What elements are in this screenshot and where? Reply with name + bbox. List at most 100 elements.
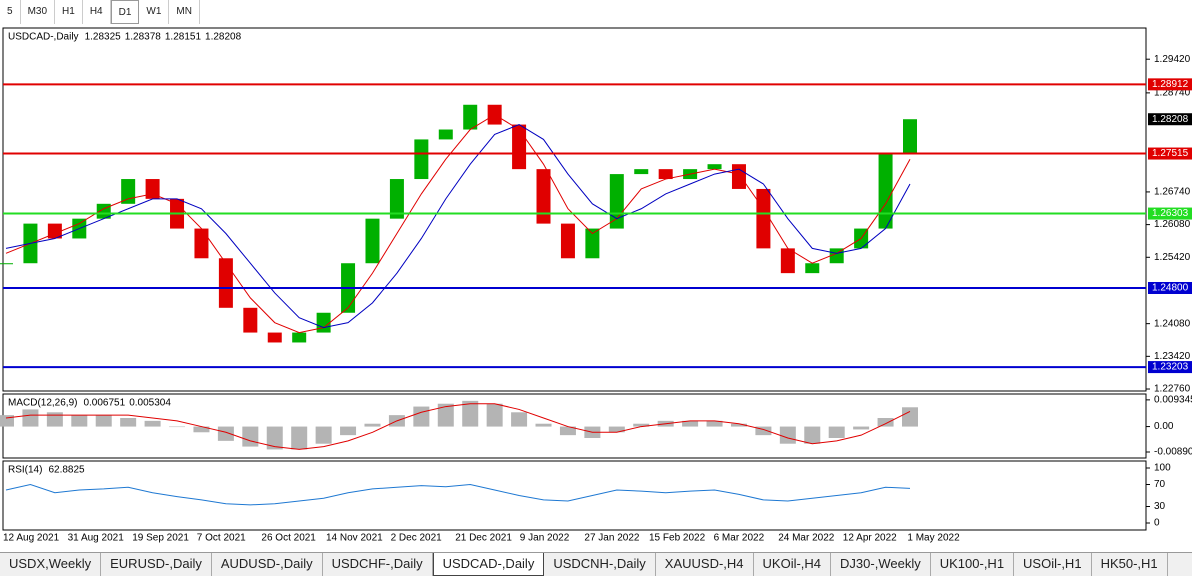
- y-tick-label: 0: [1154, 518, 1160, 529]
- x-tick-label: 24 Mar 2022: [778, 533, 835, 544]
- timeframe-bar: 5 M30 H1 H4 D1 W1 MN: [0, 0, 200, 24]
- histogram-bar: [706, 420, 723, 427]
- x-tick-label: 21 Dec 2021: [455, 533, 512, 544]
- y-tick-label: 1.23420: [1154, 351, 1191, 362]
- candle: [414, 139, 429, 180]
- histogram-bar: [877, 418, 894, 427]
- timeframe-button[interactable]: MN: [169, 0, 200, 24]
- indicator-line: [5, 403, 911, 450]
- timeframe-button[interactable]: D1: [110, 0, 140, 24]
- candle: [512, 124, 527, 170]
- y-tick-label: 1.22760: [1154, 384, 1191, 395]
- chart-tab[interactable]: DJ30-,Weekly: [831, 553, 931, 576]
- header-value: 0.005304: [129, 398, 171, 409]
- candle: [658, 169, 673, 180]
- x-tick-label: 19 Sep 2021: [132, 533, 189, 544]
- candle: [731, 164, 746, 189]
- candle: [194, 228, 209, 259]
- candle: [365, 218, 380, 264]
- header-value: 1.28208: [205, 32, 242, 43]
- macd-pane: [2, 393, 1147, 459]
- chart-tab[interactable]: USDX,Weekly: [0, 553, 102, 576]
- histogram-bar: [22, 409, 39, 427]
- pane-header: RSI(14): [8, 465, 42, 476]
- x-tick-label: 12 Apr 2022: [843, 533, 897, 544]
- histogram-bar: [0, 415, 14, 427]
- histogram-bar: [169, 426, 186, 428]
- histogram-bar: [755, 426, 772, 436]
- chart-tab[interactable]: UK100-,H1: [931, 553, 1015, 576]
- y-tick-label: 1.26740: [1154, 187, 1191, 198]
- chart-tab[interactable]: UKOil-,H4: [754, 553, 832, 576]
- level-tag: [1148, 78, 1192, 91]
- histogram-bar: [853, 426, 870, 430]
- histogram-bar: [71, 415, 88, 427]
- timeframe-button[interactable]: H1: [55, 0, 83, 24]
- histogram-bar: [437, 403, 454, 427]
- x-tick-label: 1 May 2022: [907, 533, 960, 544]
- level-tag: [1148, 147, 1192, 160]
- x-tick-label: 2 Dec 2021: [391, 533, 443, 544]
- candle: [903, 119, 917, 155]
- histogram-bar: [193, 426, 210, 433]
- timeframe-button[interactable]: W1: [139, 0, 170, 24]
- y-tick-label: 0.009345: [1154, 395, 1192, 406]
- candle: [609, 174, 624, 229]
- histogram-bar: [633, 423, 650, 427]
- chart-tab[interactable]: HK50-,H1: [1092, 553, 1168, 576]
- candle: [389, 179, 404, 219]
- candle: [756, 188, 771, 249]
- histogram-bar: [779, 426, 796, 444]
- histogram-bar: [242, 426, 259, 447]
- candle: [292, 332, 307, 343]
- histogram-bar: [462, 400, 479, 427]
- chart-tab[interactable]: USDCAD-,Daily: [432, 553, 545, 576]
- timeframe-button[interactable]: 5: [0, 0, 21, 24]
- candle: [829, 248, 844, 264]
- histogram-bar: [413, 406, 430, 427]
- y-tick-label: 0.00: [1154, 421, 1174, 432]
- header-value: 62.8825: [48, 465, 85, 476]
- chart-tab[interactable]: USDCHF-,Daily: [323, 553, 433, 576]
- histogram-bar: [682, 420, 699, 427]
- histogram-bar: [804, 426, 821, 444]
- x-tick-label: 15 Feb 2022: [649, 533, 706, 544]
- candle: [145, 179, 160, 199]
- chart-tab[interactable]: EURUSD-,Daily: [101, 553, 212, 576]
- histogram-bar: [217, 426, 234, 441]
- y-tick-label: 70: [1154, 479, 1166, 490]
- chart-tab[interactable]: USDCNH-,Daily: [544, 553, 656, 576]
- header-value: 0.006751: [83, 398, 125, 409]
- candle: [267, 332, 282, 343]
- x-tick-label: 31 Aug 2021: [68, 533, 125, 544]
- candle: [0, 263, 13, 265]
- histogram-bar: [46, 412, 63, 427]
- histogram-bar: [486, 403, 503, 427]
- x-tick-label: 26 Oct 2021: [261, 533, 316, 544]
- header-value: 1.28151: [165, 32, 202, 43]
- y-tick-label: 30: [1154, 501, 1166, 512]
- chart-tab[interactable]: XAUUSD-,H4: [656, 553, 754, 576]
- level-tag: [1148, 207, 1192, 220]
- candle: [780, 248, 795, 274]
- x-tick-label: 7 Oct 2021: [197, 533, 246, 544]
- histogram-bar: [266, 426, 283, 450]
- rsi-pane: [2, 460, 1147, 531]
- chart-tab[interactable]: USOil-,H1: [1014, 553, 1092, 576]
- timeframe-button[interactable]: H4: [83, 0, 111, 24]
- y-tick-label: 100: [1154, 463, 1171, 474]
- histogram-bar: [535, 423, 552, 427]
- pane-header: MACD(12,26,9): [8, 398, 77, 409]
- candle: [805, 263, 820, 274]
- indicator-line: [5, 124, 911, 329]
- candle: [878, 154, 893, 229]
- level-label: 1.23203: [1152, 362, 1189, 373]
- x-tick-label: 6 Mar 2022: [714, 533, 765, 544]
- histogram-bar: [144, 420, 161, 427]
- header-value: 1.28325: [85, 32, 122, 43]
- timeframe-button[interactable]: M30: [21, 0, 56, 24]
- histogram-bar: [608, 426, 625, 433]
- histogram-bar: [559, 426, 576, 436]
- chart-tab[interactable]: AUDUSD-,Daily: [212, 553, 323, 576]
